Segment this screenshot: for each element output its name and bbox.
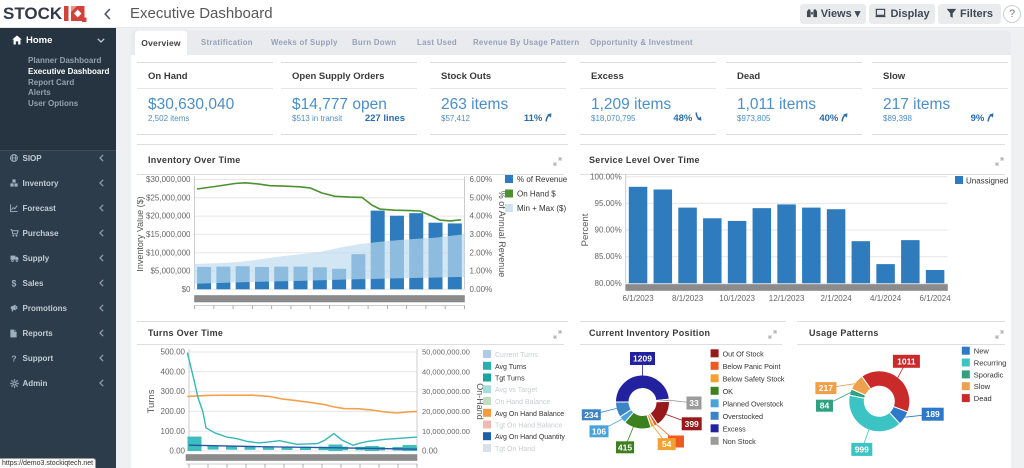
svg-text:Excess: Excess xyxy=(723,424,747,433)
svg-text:Recurring: Recurring xyxy=(974,359,1007,368)
svg-text:On Hand $: On Hand $ xyxy=(517,190,556,199)
svg-text:6.00%: 6.00% xyxy=(470,175,493,184)
svg-text:Avg On Hand Quantity: Avg On Hand Quantity xyxy=(495,434,565,441)
svg-text:100.00%: 100.00% xyxy=(590,172,622,181)
svg-text:5.00%: 5.00% xyxy=(470,193,493,202)
svg-text:Tgt On Hand Balance: Tgt On Hand Balance xyxy=(495,423,562,430)
svg-text:300.00: 300.00 xyxy=(161,387,186,396)
svg-text:400.00: 400.00 xyxy=(161,367,186,376)
svg-text:Out Of Stock: Out Of Stock xyxy=(723,349,765,358)
svg-text:3.00%: 3.00% xyxy=(470,230,493,239)
svg-text:$25,000,000: $25,000,000 xyxy=(146,193,191,202)
svg-text:$15,000,000: $15,000,000 xyxy=(146,230,191,239)
svg-text:Below Safety Stock: Below Safety Stock xyxy=(723,374,785,383)
svg-text:% of Revenue: % of Revenue xyxy=(517,175,568,184)
svg-text:217: 217 xyxy=(819,383,833,393)
svg-text:6/1/2024: 6/1/2024 xyxy=(920,294,952,303)
svg-text:189: 189 xyxy=(926,409,940,419)
svg-text:54: 54 xyxy=(662,439,672,449)
svg-text:1209: 1209 xyxy=(633,354,652,364)
svg-text:Avg vs Target: Avg vs Target xyxy=(495,387,537,394)
svg-text:90.00%: 90.00% xyxy=(595,226,622,235)
svg-text:$: $ xyxy=(12,279,17,288)
svg-text:10,000,000.00: 10,000,000.00 xyxy=(422,427,470,436)
svg-text:500.00: 500.00 xyxy=(161,348,186,357)
svg-text:20,000,000.00: 20,000,000.00 xyxy=(422,407,470,416)
svg-text:100.00: 100.00 xyxy=(161,427,186,436)
svg-text:$10,000,000: $10,000,000 xyxy=(146,248,191,257)
svg-text:999: 999 xyxy=(855,444,869,454)
svg-text:12/1/2023: 12/1/2023 xyxy=(769,294,805,303)
svg-text:234: 234 xyxy=(584,410,598,420)
svg-text:40,000,000.00: 40,000,000.00 xyxy=(422,367,470,376)
svg-text:Current Turns: Current Turns xyxy=(495,352,538,359)
svg-text:1.00%: 1.00% xyxy=(470,267,493,276)
svg-text:Unassigned: Unassigned xyxy=(966,177,1008,186)
svg-text:Min + Max ($): Min + Max ($) xyxy=(517,204,566,213)
svg-text:$20,000,000: $20,000,000 xyxy=(146,212,191,221)
svg-text:80.00%: 80.00% xyxy=(595,279,622,288)
svg-text:Below Panic Point: Below Panic Point xyxy=(723,362,781,371)
svg-text:Tgt On Hand: Tgt On Hand xyxy=(495,446,535,453)
svg-text:?: ? xyxy=(11,354,16,363)
svg-text:84: 84 xyxy=(820,401,830,411)
svg-text:OK: OK xyxy=(723,387,734,396)
svg-text:1011: 1011 xyxy=(897,356,916,366)
svg-text:415: 415 xyxy=(618,442,632,452)
svg-text:Turns: Turns xyxy=(146,389,157,413)
svg-text:33: 33 xyxy=(689,398,699,408)
svg-text:Percent: Percent xyxy=(580,213,591,246)
svg-text:6/1/2023: 6/1/2023 xyxy=(623,294,655,303)
svg-text:200.00: 200.00 xyxy=(161,407,186,416)
svg-text:2/1/2024: 2/1/2024 xyxy=(821,294,853,303)
svg-text:85.00%: 85.00% xyxy=(595,252,622,261)
svg-text:Tgt Turns: Tgt Turns xyxy=(495,376,525,383)
svg-text:30,000,000.00: 30,000,000.00 xyxy=(422,387,470,396)
svg-text:On-Hand: On-Hand xyxy=(475,383,485,420)
svg-text:Non Stock: Non Stock xyxy=(723,437,757,446)
svg-text:2.00%: 2.00% xyxy=(470,248,493,257)
svg-text:0.00: 0.00 xyxy=(422,447,438,456)
svg-text:4/1/2024: 4/1/2024 xyxy=(870,294,902,303)
svg-text:Planned Overstock: Planned Overstock xyxy=(723,399,784,408)
svg-text:Avg Turns: Avg Turns xyxy=(495,364,527,371)
svg-text:On Hand Balance: On Hand Balance xyxy=(495,399,550,406)
svg-text:$5,000,000: $5,000,000 xyxy=(150,267,191,276)
svg-text:New: New xyxy=(974,347,990,356)
svg-text:Overstocked: Overstocked xyxy=(723,412,763,421)
svg-text:$0: $0 xyxy=(182,285,191,294)
svg-text:50,000,000.00: 50,000,000.00 xyxy=(422,348,470,357)
svg-text:0.00: 0.00 xyxy=(169,447,185,456)
svg-text:399: 399 xyxy=(685,419,699,429)
svg-text:% of Annual Revenue: % of Annual Revenue xyxy=(497,191,507,278)
svg-text:$30,000,000: $30,000,000 xyxy=(146,175,191,184)
svg-text:0.00%: 0.00% xyxy=(470,285,493,294)
svg-text:10/1/2023: 10/1/2023 xyxy=(719,294,755,303)
svg-text:8/1/2023: 8/1/2023 xyxy=(672,294,704,303)
svg-text:Avg On Hand Balance: Avg On Hand Balance xyxy=(495,411,564,418)
svg-text:4.00%: 4.00% xyxy=(470,212,493,221)
svg-text:Sporadic: Sporadic xyxy=(974,370,1004,379)
svg-text:Dead: Dead xyxy=(974,394,992,403)
svg-text:95.00%: 95.00% xyxy=(595,199,622,208)
svg-text:Slow: Slow xyxy=(974,382,991,391)
svg-text:106: 106 xyxy=(592,426,606,436)
svg-text:Inventory Value ($): Inventory Value ($) xyxy=(137,196,145,271)
